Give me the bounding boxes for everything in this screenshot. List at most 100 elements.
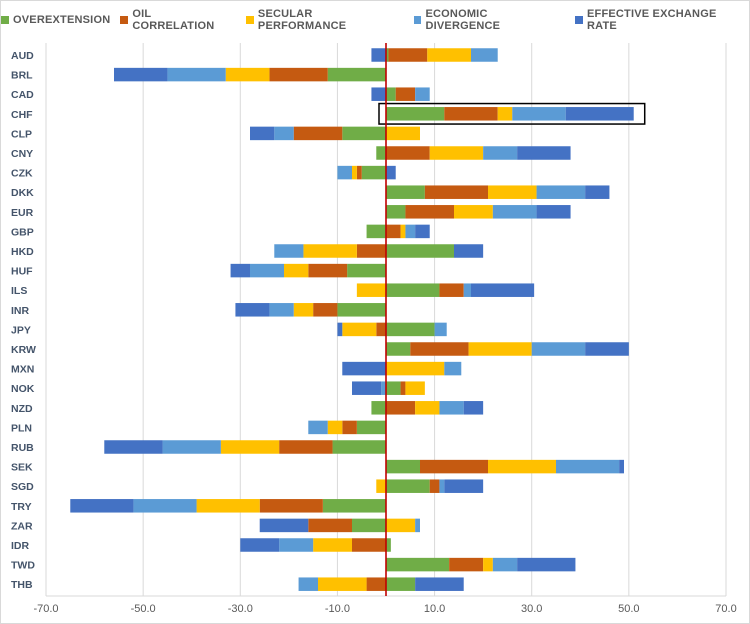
bar-cny-effective-exchange-rate (517, 146, 571, 160)
bar-sek-overextension (386, 459, 420, 474)
bar-czk-secular-performance (352, 165, 357, 180)
category-label-pln: PLN (11, 422, 32, 434)
bar-jpy-overextension (386, 322, 435, 337)
legend-label: OVEREXTENSION (13, 14, 111, 26)
legend-swatch (413, 16, 422, 24)
bar-rub-secular-performance (220, 440, 280, 454)
bar-pln-economic-divergence (308, 420, 328, 435)
category-label-jpy: JPY (11, 324, 31, 336)
bar-hkd-secular-performance (303, 244, 357, 258)
bar-rub-overextension (332, 440, 386, 454)
bar-nzd-secular-performance (415, 401, 440, 415)
bar-rub-economic-divergence (162, 440, 221, 454)
bar-cny-overextension (376, 146, 386, 160)
bar-eur-economic-divergence (492, 205, 537, 219)
bar-cad-effective-exchange-rate (371, 87, 386, 101)
category-label-aud: AUD (11, 50, 34, 62)
bar-krw-effective-exchange-rate (585, 342, 629, 356)
bar-mxn-secular-performance (386, 361, 445, 376)
bar-thb-effective-exchange-rate (415, 577, 464, 591)
x-tick-label: 10.0 (424, 603, 445, 615)
x-tick-label: -50.0 (131, 603, 156, 615)
bar-cny-economic-divergence (483, 146, 518, 160)
legend-item-overextension: OVEREXTENSION (1, 8, 110, 32)
bar-aud-economic-divergence (471, 48, 498, 62)
bar-nzd-oil-correlation (386, 401, 416, 415)
bar-ils-economic-divergence (463, 283, 471, 297)
bar-eur-secular-performance (454, 205, 493, 219)
bar-inr-effective-exchange-rate (235, 303, 270, 317)
bar-idr-overextension (386, 538, 391, 552)
legend-swatch (575, 16, 583, 24)
bar-krw-secular-performance (468, 342, 532, 356)
bar-ils-overextension (386, 283, 440, 297)
bar-brl-secular-performance (225, 67, 270, 82)
category-label-cad: CAD (11, 89, 34, 101)
bar-inr-oil-correlation (313, 303, 338, 317)
category-label-czk: CZK (11, 168, 33, 180)
category-label-try: TRY (11, 501, 32, 513)
bar-brl-economic-divergence (167, 67, 226, 82)
bar-nok-overextension (386, 381, 401, 395)
bar-czk-economic-divergence (337, 165, 352, 180)
bar-ils-oil-correlation (439, 283, 464, 297)
bar-try-secular-performance (196, 499, 260, 513)
highlight-box (378, 102, 646, 125)
legend-swatch (245, 16, 254, 24)
bar-twd-effective-exchange-rate (517, 557, 576, 572)
bar-thb-economic-divergence (298, 577, 318, 591)
bar-try-oil-correlation (259, 499, 323, 513)
category-label-brl: BRL (11, 70, 33, 82)
bar-czk-oil-correlation (356, 165, 362, 180)
bar-gbp-effective-exchange-rate (415, 224, 430, 239)
bar-mxn-economic-divergence (444, 361, 462, 376)
chart-legend: OVEREXTENSION OIL CORRELATION SECULAR PERF… (1, 8, 749, 32)
category-label-idr: IDR (11, 540, 30, 552)
bar-thb-overextension (386, 577, 416, 591)
legend-swatch (1, 16, 9, 24)
bar-dkk-secular-performance (488, 185, 537, 199)
category-label-cny: CNY (11, 148, 33, 160)
bar-brl-oil-correlation (269, 67, 328, 82)
bar-aud-oil-correlation (388, 48, 428, 62)
bar-sek-oil-correlation (420, 459, 488, 474)
bar-chf-secular-performance (497, 107, 513, 121)
bar-nok-effective-exchange-rate (352, 381, 382, 395)
bar-sgd-oil-correlation (429, 479, 440, 493)
bar-dkk-overextension (386, 185, 425, 199)
bar-try-effective-exchange-rate (70, 499, 134, 513)
bar-cad-oil-correlation (395, 87, 416, 101)
bar-twd-secular-performance (483, 557, 493, 572)
bar-inr-economic-divergence (269, 303, 294, 317)
bar-mxn-effective-exchange-rate (342, 361, 386, 376)
bar-cad-economic-divergence (415, 87, 430, 101)
bar-pln-secular-performance (327, 420, 343, 435)
legend-item-oil-correlation: OIL CORRELATION (120, 8, 236, 32)
bar-jpy-economic-divergence (434, 322, 447, 337)
bar-dkk-economic-divergence (536, 185, 586, 199)
bar-hkd-overextension (386, 244, 454, 258)
bar-nok-secular-performance (405, 381, 425, 395)
bar-twd-economic-divergence (492, 557, 518, 572)
bar-gbp-economic-divergence (405, 224, 416, 239)
bar-brl-overextension (327, 67, 386, 82)
category-label-huf: HUF (11, 266, 33, 278)
bar-hkd-economic-divergence (274, 244, 304, 258)
bar-sgd-secular-performance (376, 479, 386, 493)
bar-zar-oil-correlation (308, 518, 352, 533)
bar-zar-secular-performance (386, 518, 416, 533)
bar-thb-oil-correlation (366, 577, 386, 591)
bar-eur-oil-correlation (405, 205, 454, 219)
x-tick-label: 30.0 (521, 603, 542, 615)
bar-dkk-oil-correlation (424, 185, 488, 199)
bar-huf-secular-performance (284, 263, 309, 278)
legend-item-economic-divergence: ECONOMIC DIVERGENCE (413, 8, 566, 32)
bar-sgd-economic-divergence (439, 479, 445, 493)
bar-ils-effective-exchange-rate (471, 283, 535, 297)
bar-inr-overextension (337, 303, 386, 317)
category-label-nok: NOK (11, 383, 35, 395)
bar-gbp-secular-performance (400, 224, 406, 239)
bar-jpy-oil-correlation (376, 322, 386, 337)
bar-chf-economic-divergence (512, 107, 566, 121)
